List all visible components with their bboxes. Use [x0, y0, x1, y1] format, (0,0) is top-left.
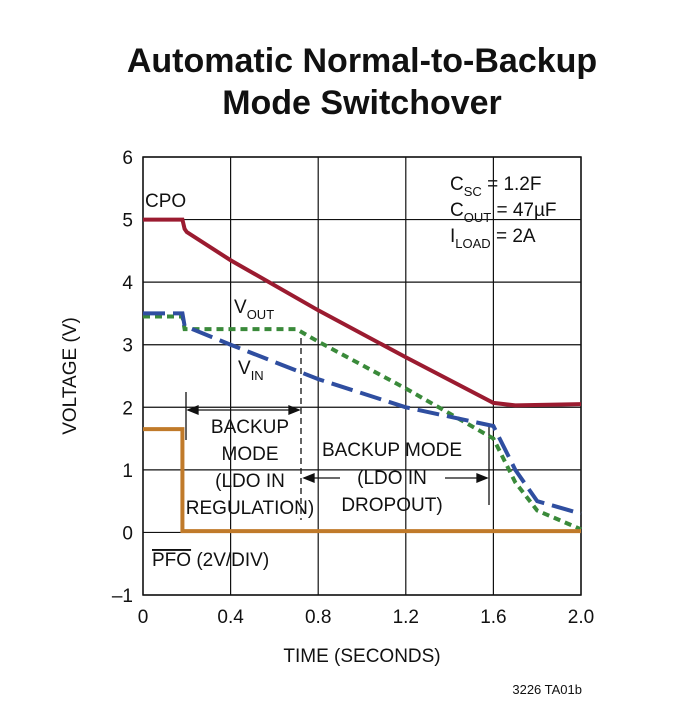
y-tick-label: 2 [122, 398, 133, 419]
label-subscript: IN [251, 368, 264, 383]
series-label: CPO [145, 191, 186, 212]
series-line [143, 427, 581, 534]
x-tick-label: 2.0 [568, 607, 594, 628]
y-axis-label: VOLTAGE (V) [60, 317, 81, 435]
note-line: (LDO IN [357, 468, 427, 489]
label-subscript: OUT [247, 307, 275, 322]
x-tick-label: 1.6 [480, 607, 506, 628]
arrowhead [302, 473, 489, 483]
note-line: DROPOUT) [341, 495, 442, 516]
note-line: BACKUP [211, 417, 289, 438]
regulation-note: BACKUP MODE (LDO IN REGULATION) [186, 417, 314, 519]
parameter-part: C [450, 174, 464, 195]
parameter-part: = 2A [491, 226, 536, 247]
series-label: VIN [238, 358, 264, 383]
y-tick-label: 6 [122, 148, 133, 169]
arrowhead [186, 405, 301, 415]
parameter-part: = 1.2F [482, 174, 542, 195]
parameter-part: SC [464, 184, 482, 199]
parameter: COUT = 47µF [450, 200, 557, 225]
series-line [143, 311, 582, 516]
series-label: VOUT [234, 297, 274, 322]
y-tick-label: –1 [112, 586, 133, 607]
x-axis-label: TIME (SECONDS) [283, 646, 440, 667]
parameter-part: LOAD [455, 236, 490, 251]
parameter-part: = 47µF [491, 200, 556, 221]
parameter-part: I [450, 226, 455, 247]
y-tick-label: 5 [122, 211, 133, 232]
y-tick-label: 1 [122, 461, 133, 482]
x-tick-label: 1.2 [393, 607, 419, 628]
chart-title: Mode Switchover [222, 84, 502, 122]
y-tick-label: 0 [122, 523, 133, 544]
label-part: V [238, 358, 251, 379]
series-label: PFO (2V/DIV) [152, 550, 269, 571]
y-tick-label: 4 [122, 273, 133, 294]
y-tick-label: 3 [122, 336, 133, 357]
figure-id: 3226 TA01b [512, 682, 582, 697]
dropout-note: BACKUP MODE (LDO IN DROPOUT) [322, 440, 462, 516]
x-tick-label: 0 [138, 607, 149, 628]
note-line: REGULATION) [186, 498, 314, 519]
note-line: BACKUP MODE [322, 440, 462, 461]
series-line [143, 314, 582, 532]
parameter: ILOAD = 2A [450, 226, 536, 251]
note-line: MODE [222, 444, 279, 465]
parameter: CSC = 1.2F [450, 174, 541, 199]
plot-border [142, 156, 582, 596]
x-tick-label: 0.4 [217, 607, 244, 628]
note-line: (LDO IN [215, 471, 285, 492]
chart-title: Automatic Normal-to-Backup [127, 42, 597, 80]
parameter-part: C [450, 200, 464, 221]
x-tick-label: 0.8 [305, 607, 331, 628]
label-part: PFO [152, 550, 191, 571]
series-line [143, 217, 582, 408]
label-part: V [234, 297, 247, 318]
parameter-part: OUT [464, 210, 492, 225]
